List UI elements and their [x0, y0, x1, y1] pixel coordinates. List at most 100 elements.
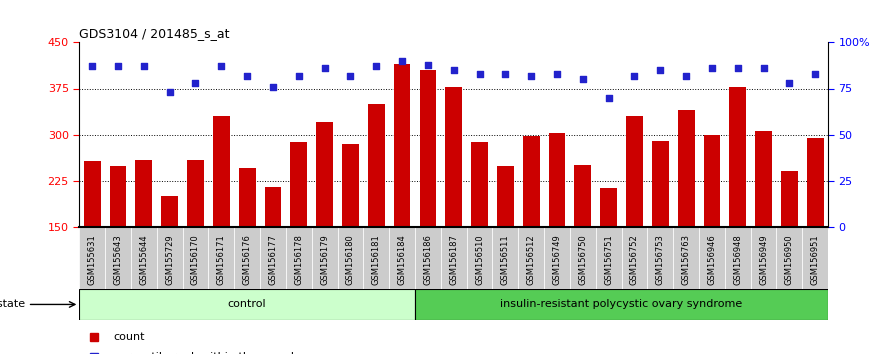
Point	[292, 73, 306, 79]
Bar	[492, 227, 518, 289]
Text: GSM156187: GSM156187	[449, 234, 458, 285]
Bar	[807, 138, 824, 227]
Bar	[368, 104, 385, 227]
Point	[782, 80, 796, 86]
Bar	[342, 144, 359, 227]
Bar	[260, 227, 285, 289]
Text: GSM155729: GSM155729	[165, 234, 174, 285]
Text: GSM156512: GSM156512	[527, 234, 536, 285]
Point	[705, 65, 719, 71]
Point	[499, 71, 513, 76]
Point	[576, 76, 590, 82]
Text: GSM156948: GSM156948	[733, 234, 743, 285]
Bar	[574, 165, 591, 227]
Text: GSM156753: GSM156753	[655, 234, 665, 285]
Text: GSM155643: GSM155643	[114, 234, 122, 285]
Text: GSM156951: GSM156951	[811, 234, 819, 285]
Text: GSM156946: GSM156946	[707, 234, 716, 285]
Point	[369, 64, 383, 69]
Point	[266, 84, 280, 90]
Text: GSM156751: GSM156751	[604, 234, 613, 285]
Point	[421, 62, 435, 67]
Text: GSM156752: GSM156752	[630, 234, 639, 285]
Bar	[84, 161, 100, 227]
Bar	[544, 227, 570, 289]
Bar	[445, 87, 463, 227]
Text: GSM156184: GSM156184	[397, 234, 406, 285]
Bar	[600, 188, 617, 227]
Point	[602, 95, 616, 101]
Bar	[239, 168, 255, 227]
Text: GSM156511: GSM156511	[501, 234, 510, 285]
Point	[344, 73, 358, 79]
Point	[85, 64, 100, 69]
Bar	[725, 227, 751, 289]
Text: GSM156180: GSM156180	[346, 234, 355, 285]
Text: GSM156510: GSM156510	[475, 234, 484, 285]
Bar	[157, 227, 182, 289]
Point	[189, 80, 203, 86]
Point	[679, 73, 693, 79]
Bar	[440, 227, 467, 289]
Text: GDS3104 / 201485_s_at: GDS3104 / 201485_s_at	[79, 27, 230, 40]
Point	[808, 71, 822, 76]
Bar	[622, 227, 648, 289]
Point	[163, 89, 177, 95]
Bar	[182, 227, 209, 289]
Text: GSM156749: GSM156749	[552, 234, 561, 285]
Bar	[471, 142, 488, 227]
Bar	[704, 135, 721, 227]
Bar	[673, 227, 699, 289]
Point	[524, 73, 538, 79]
Text: GSM156171: GSM156171	[217, 234, 226, 285]
Bar	[79, 289, 415, 320]
Bar	[415, 227, 440, 289]
Bar	[803, 227, 828, 289]
Point	[214, 64, 228, 69]
Bar	[291, 142, 307, 227]
Bar	[213, 116, 230, 227]
Bar	[596, 227, 622, 289]
Point	[317, 65, 331, 71]
Text: GSM156186: GSM156186	[424, 234, 433, 285]
Bar	[419, 70, 436, 227]
Bar	[131, 227, 157, 289]
Bar	[755, 131, 772, 227]
Bar	[467, 227, 492, 289]
Text: control: control	[228, 299, 266, 309]
Bar	[497, 166, 514, 227]
Bar	[415, 289, 828, 320]
Bar	[337, 227, 363, 289]
Bar	[751, 227, 776, 289]
Bar	[209, 227, 234, 289]
Point	[111, 64, 125, 69]
Point	[730, 65, 744, 71]
Bar	[522, 136, 539, 227]
Bar	[652, 141, 669, 227]
Point	[241, 73, 255, 79]
Bar	[105, 227, 131, 289]
Bar	[312, 227, 337, 289]
Text: GSM156763: GSM156763	[682, 234, 691, 285]
Text: percentile rank within the sample: percentile rank within the sample	[113, 352, 301, 354]
Point	[550, 71, 564, 76]
Text: GSM156950: GSM156950	[785, 234, 794, 285]
Bar	[136, 160, 152, 227]
Text: GSM156177: GSM156177	[269, 234, 278, 285]
Point	[447, 67, 461, 73]
Point	[395, 58, 409, 64]
Bar	[781, 171, 798, 227]
Bar	[394, 64, 411, 227]
Text: GSM155631: GSM155631	[88, 234, 97, 285]
Bar	[264, 187, 281, 227]
Bar	[79, 227, 105, 289]
Text: count: count	[113, 332, 144, 342]
Bar	[648, 227, 673, 289]
Point	[137, 64, 151, 69]
Point	[627, 73, 641, 79]
Text: GSM156949: GSM156949	[759, 234, 768, 285]
Text: GSM156170: GSM156170	[191, 234, 200, 285]
Bar	[677, 110, 694, 227]
Bar	[699, 227, 725, 289]
Bar	[776, 227, 803, 289]
